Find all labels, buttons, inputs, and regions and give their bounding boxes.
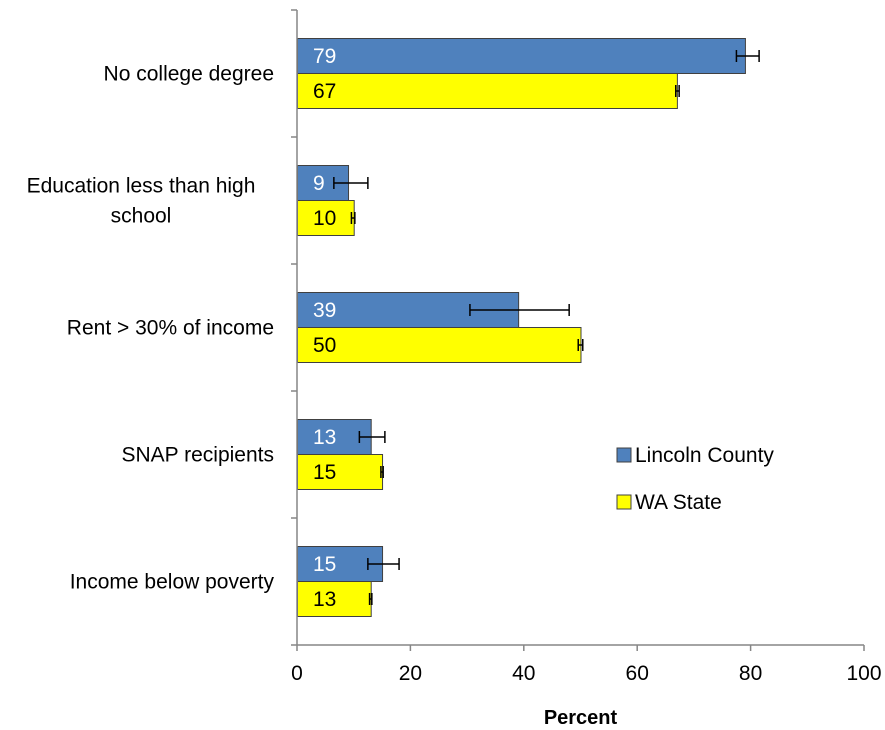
legend-swatch (616, 494, 632, 510)
x-tick-label: 60 (626, 662, 649, 685)
x-tick-label: 80 (739, 662, 762, 685)
x-tick-label: 40 (512, 662, 535, 685)
bars-layer (297, 38, 760, 617)
axes-layer (291, 9, 865, 651)
legend-label: Lincoln County (635, 444, 774, 467)
bar (297, 73, 678, 109)
bar (297, 327, 582, 363)
data-label: 13 (313, 426, 336, 449)
data-label: 15 (313, 553, 336, 576)
legend: Lincoln County WA State (616, 444, 774, 514)
x-axis-title: Percent (544, 707, 618, 729)
category-label-line: No college degree (104, 63, 274, 86)
category-label-line: SNAP recipients (121, 444, 274, 467)
category-label: Income below poverty (70, 571, 275, 594)
category-label: Education less than high school (27, 175, 256, 228)
x-tick-label: 0 (291, 662, 303, 685)
data-label: 9 (313, 172, 325, 195)
x-tick-label: 100 (846, 662, 881, 685)
category-label-line: Rent > 30% of income (67, 317, 274, 340)
data-label: 50 (313, 334, 336, 357)
data-label: 13 (313, 588, 336, 611)
bar (297, 38, 746, 74)
data-label: 67 (313, 80, 336, 103)
category-label-line: Education less than high (27, 175, 256, 198)
category-label: Rent > 30% of income (67, 317, 274, 340)
data-label: 79 (313, 45, 336, 68)
data-label: 39 (313, 299, 336, 322)
legend-swatch (616, 447, 632, 463)
x-tick-label: 20 (399, 662, 422, 685)
category-label-line: Income below poverty (70, 571, 275, 594)
bar (297, 454, 384, 490)
data-label: 10 (313, 207, 336, 230)
category-label: No college degree (104, 63, 274, 86)
category-label: SNAP recipients (121, 444, 274, 467)
data-label: 15 (313, 461, 336, 484)
category-label-line: school (111, 205, 172, 228)
labels-layer: 79 67 No college degree 9 10 Education less t… (27, 45, 882, 685)
legend-label: WA State (635, 491, 722, 514)
